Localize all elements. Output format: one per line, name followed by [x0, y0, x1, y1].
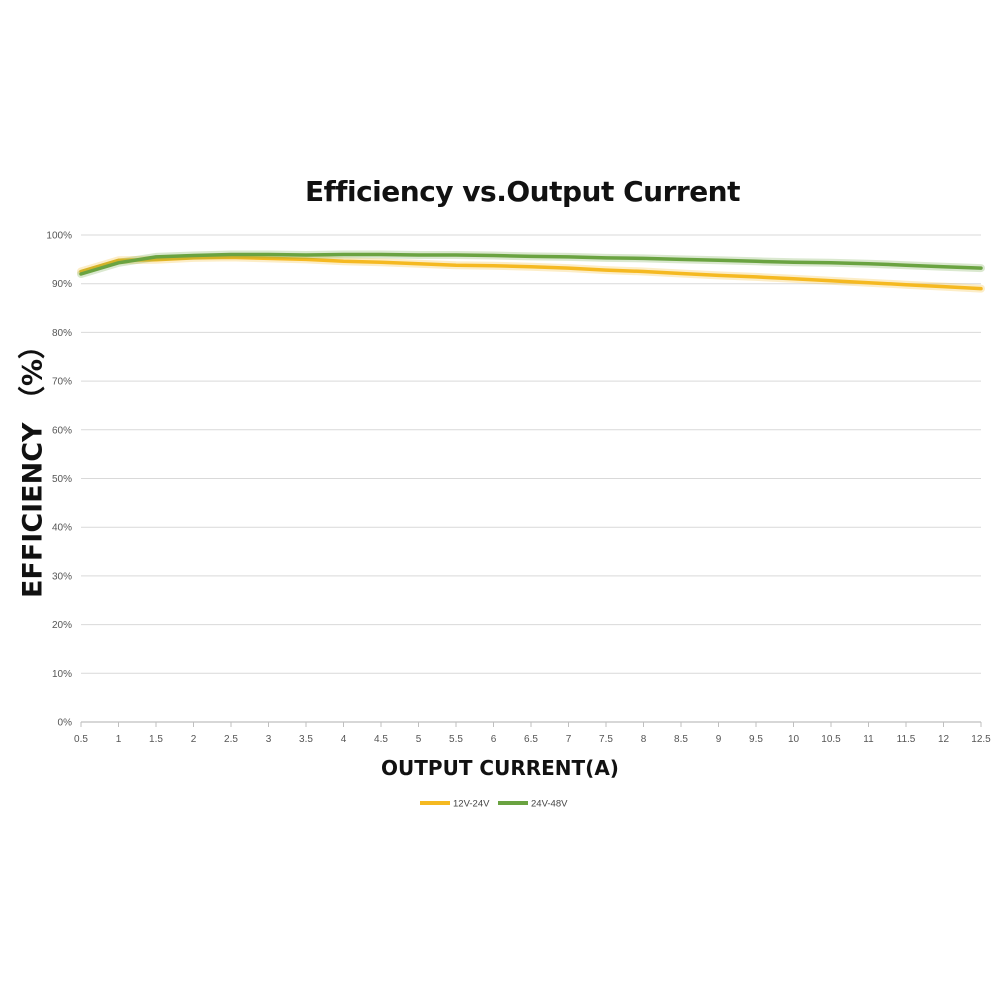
- y-tick-label: 20%: [52, 620, 72, 631]
- y-tick-label: 70%: [52, 377, 72, 388]
- x-tick-label: 4: [341, 734, 347, 745]
- y-tick-label: 40%: [52, 523, 72, 534]
- x-axis-title: OUTPUT CURRENT(A): [381, 756, 619, 780]
- x-tick-label: 11.5: [897, 734, 916, 745]
- x-tick-label: 1: [116, 734, 122, 745]
- x-tick-label: 4.5: [374, 734, 388, 745]
- x-tick-label: 0.5: [74, 734, 88, 745]
- y-tick-label: 60%: [52, 425, 72, 436]
- x-tick-label: 12.5: [971, 734, 991, 745]
- x-tick-label: 7: [566, 734, 572, 745]
- x-tick-label: 9: [716, 734, 722, 745]
- y-tick-label: 10%: [52, 669, 72, 680]
- x-tick-label: 2: [191, 734, 197, 745]
- axis-layer: 0%10%20%30%40%50%60%70%80%90%100%0.5 1 1.5…: [46, 231, 991, 746]
- x-tick-label: 8.5: [674, 734, 688, 745]
- x-tick-label: 7.5: [599, 734, 613, 745]
- x-tick-label: 2.5: [224, 734, 238, 745]
- x-tick-label: 10: [788, 734, 800, 745]
- x-tick-label: 6.5: [524, 734, 538, 745]
- x-tick-label: 10.5: [821, 734, 841, 745]
- x-tick-label: 9.5: [749, 734, 763, 745]
- chart-title: Efficiency vs.Output Current: [305, 175, 741, 208]
- y-tick-label: 90%: [52, 279, 72, 290]
- y-tick-label: 30%: [52, 571, 72, 582]
- x-tick-label: 12: [938, 734, 950, 745]
- y-tick-label: 80%: [52, 328, 72, 339]
- x-tick-label: 11: [863, 734, 874, 745]
- y-tick-label: 100%: [46, 231, 72, 242]
- x-tick-label: 8: [641, 734, 647, 745]
- x-tick-label: 5: [416, 734, 422, 745]
- grid-layer: [81, 234, 981, 674]
- y-tick-label: 50%: [52, 474, 72, 485]
- series-layer: [77, 250, 985, 293]
- series-line-1: [79, 255, 983, 291]
- x-tick-label: 6: [491, 734, 497, 745]
- legend-label-1: 12V-24V: [453, 799, 490, 810]
- x-tick-label: 1.5: [149, 734, 163, 745]
- y-tick-label: 0%: [58, 718, 73, 729]
- series-line-2: [79, 252, 983, 276]
- x-tick-label: 3.5: [299, 734, 313, 745]
- x-tick-label: 5.5: [449, 734, 463, 745]
- x-tick-label: 3: [266, 734, 272, 745]
- legend-label-2: 24V-48V: [531, 799, 568, 810]
- legend: 12V-24V 24V-48V: [420, 799, 568, 810]
